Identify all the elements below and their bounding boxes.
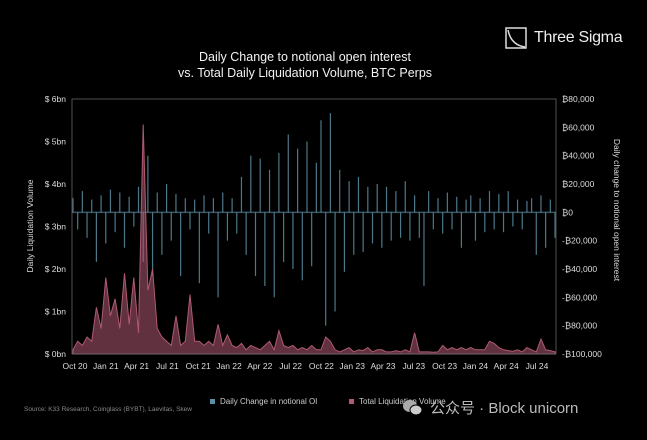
chart-title: Daily Change to notional open interest [199,50,411,64]
y-left-tick: $ 1bn [45,307,67,317]
three-sigma-logo-icon [505,27,527,49]
y-right-tick: -₿40,000 [562,264,597,274]
x-tick: Oct 23 [432,361,457,371]
x-tick: Jul 23 [402,361,425,371]
x-tick: Jan 24 [463,361,489,371]
y-right-label: Daily change to notional open interest [612,139,622,282]
y-right-tick: -₿100,000 [562,349,602,359]
watermark: 公众号 · Block unicorn [402,397,578,418]
x-tick: Apr 23 [370,361,395,371]
plot-frame [71,98,557,355]
x-tick: Oct 20 [62,361,87,371]
y-right-tick: -₿20,000 [562,236,597,246]
y-left-tick: $ 4bn [45,179,67,189]
legend-label-oi: Daily Change in notional OI [220,397,318,406]
x-tick: Apr 22 [247,361,272,371]
y-right-tick: ₿0 [562,207,573,217]
legend-item-oi: Daily Change in notional OI [210,397,317,406]
x-tick: Jan 22 [216,361,242,371]
oi-bars [72,113,556,326]
three-sigma-logo: Three Sigma [505,27,623,49]
brand-name: Three Sigma [534,29,623,46]
wechat-icon [403,399,423,415]
legend-label-liq: Total Liquidation Volume [359,397,446,406]
x-tick: Jan 21 [93,361,119,371]
x-tick: Apr 24 [494,361,519,371]
source-note: Source: K33 Research, Coinglass (BYBT), … [24,406,192,413]
y-right-tick: ₿20,000 [562,179,595,189]
x-tick: Jul 21 [156,361,179,371]
y-left-tick: $ 5bn [45,137,67,147]
y-left-tick: $ 3bn [45,222,67,232]
x-tick: Jan 23 [339,361,365,371]
x-tick: Jul 24 [526,361,549,371]
legend-swatch-liq [349,399,354,404]
legend-swatch-oi [210,399,215,404]
y-right-tick: -₿80,000 [562,321,597,331]
chart-subtitle: vs. Total Daily Liquidation Volume, BTC … [177,66,433,80]
x-tick: Apr 21 [124,361,149,371]
x-tick: Oct 22 [309,361,334,371]
x-tick: Oct 21 [186,361,211,371]
watermark-text: 公众号 · Block unicorn [430,400,579,417]
liquidation-area [72,124,556,355]
y-left-tick: $ 6bn [45,94,67,104]
y-left-tick: $ 2bn [45,264,67,274]
y-right-tick: ₿80,000 [562,94,595,104]
y-right-tick: ₿40,000 [562,151,595,161]
y-right-tick: ₿60,000 [562,122,595,132]
y-right-tick: -₿60,000 [562,292,597,302]
y-left-label: Daily Liquidation Volume [25,179,35,272]
x-tick: Jul 22 [279,361,302,371]
liquidation-series [72,124,556,355]
y-left-tick: $ 0bn [45,349,67,359]
legend-item-liq: Total Liquidation Volume [349,397,446,406]
